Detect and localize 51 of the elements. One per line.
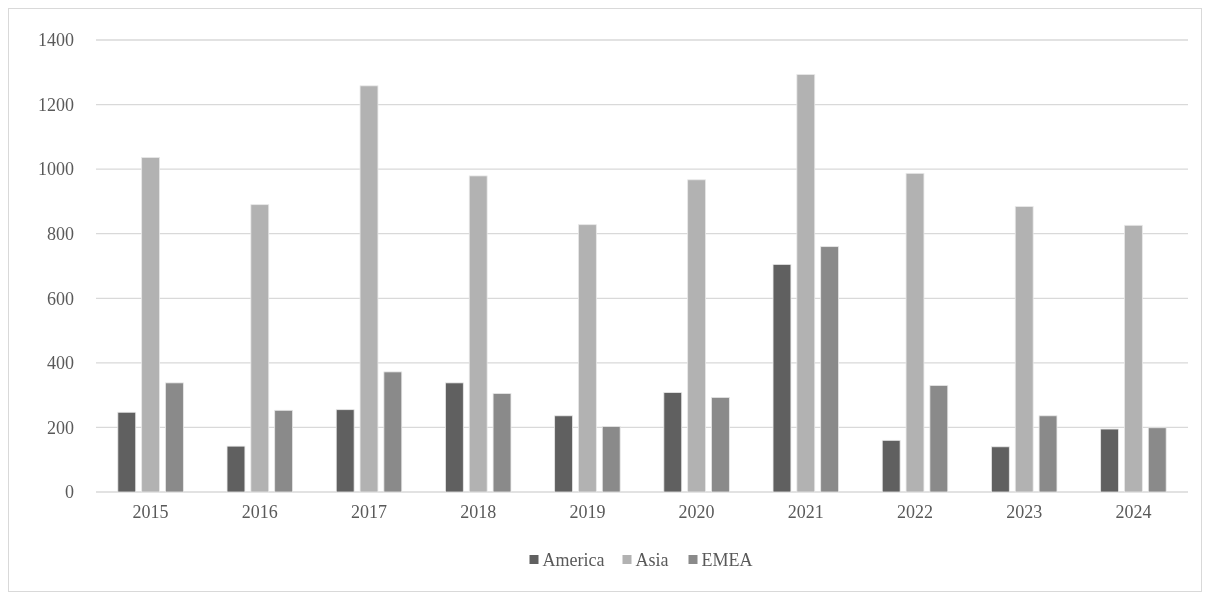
legend-label: America — [542, 550, 605, 571]
bar — [492, 393, 512, 493]
bar — [117, 411, 137, 493]
bar — [141, 157, 160, 493]
bar — [1038, 415, 1058, 493]
y-tick-label: 0 — [65, 482, 74, 503]
bar — [881, 439, 901, 493]
x-tick-label: 2015 — [132, 502, 169, 522]
bar — [820, 246, 839, 493]
bar — [468, 175, 488, 493]
bar — [1100, 428, 1119, 493]
bar — [711, 397, 730, 493]
bar — [383, 371, 403, 493]
bar — [274, 409, 293, 493]
bar — [1014, 206, 1034, 493]
y-tick-label: 800 — [47, 224, 74, 245]
bar — [796, 74, 816, 493]
x-tick-label: 2020 — [678, 502, 715, 522]
bar — [226, 445, 246, 493]
bar — [1147, 427, 1167, 493]
x-tick-label: 2024 — [1115, 502, 1152, 522]
bar — [554, 415, 573, 493]
bar — [1124, 224, 1143, 493]
bar — [335, 409, 355, 493]
x-tick-label: 2016 — [241, 502, 278, 522]
y-tick-label: 400 — [47, 353, 74, 374]
x-tick-label: 2022 — [897, 502, 933, 522]
x-tick-label: 2023 — [1006, 502, 1043, 522]
bar — [687, 179, 706, 493]
legend-label: EMEA — [701, 550, 753, 571]
bar — [359, 85, 379, 493]
bar — [445, 382, 464, 493]
y-tick-label: 1400 — [38, 30, 74, 51]
bar — [929, 385, 949, 493]
x-tick-label: 2019 — [569, 502, 606, 522]
y-tick-label: 200 — [47, 417, 74, 438]
bar — [250, 204, 270, 493]
y-tick-label: 1200 — [38, 94, 74, 115]
bar — [991, 446, 1010, 493]
bar — [165, 382, 184, 493]
y-tick-label: 1000 — [38, 159, 74, 180]
legend-label: Asia — [635, 550, 669, 571]
y-tick-label: 600 — [47, 288, 74, 309]
x-tick-label: 2021 — [787, 502, 824, 522]
x-tick-label: 2017 — [351, 502, 387, 522]
bar — [578, 224, 597, 493]
x-tick-label: 2018 — [460, 502, 497, 522]
bar — [905, 172, 925, 493]
bar — [772, 263, 792, 493]
bar — [601, 426, 621, 493]
bar — [663, 392, 683, 493]
